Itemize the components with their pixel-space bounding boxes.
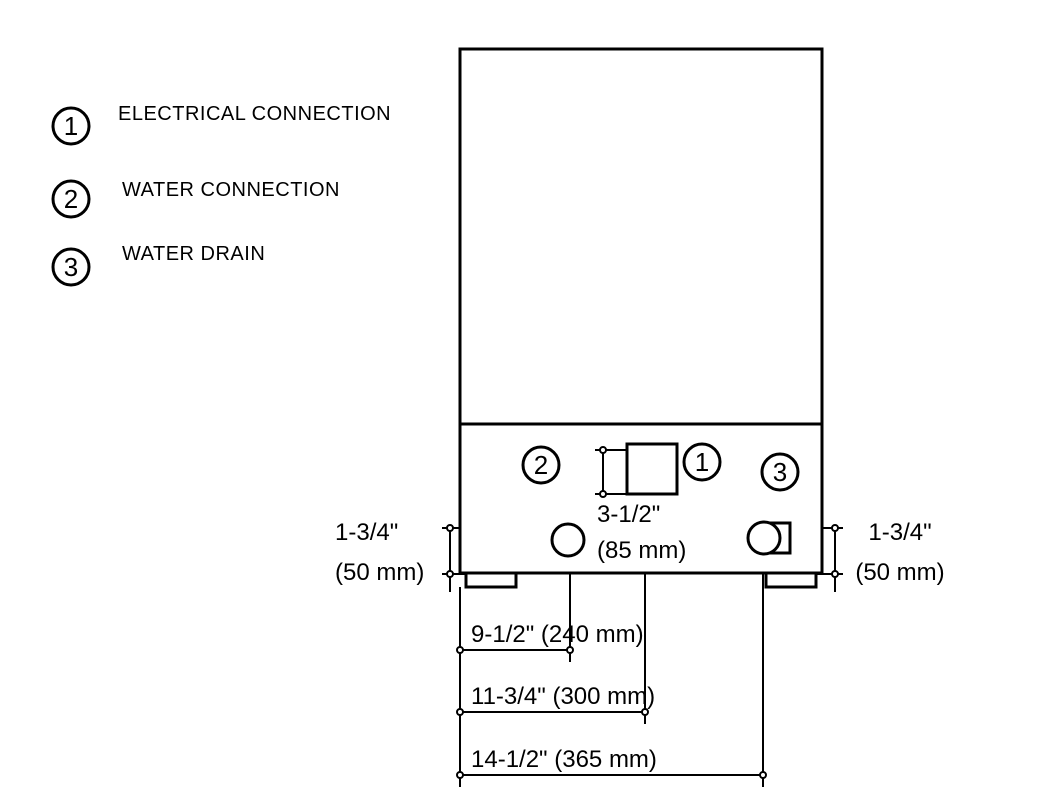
foot-1 — [466, 573, 516, 587]
water-connection-port — [552, 524, 584, 556]
dim-label: 1-3/4" — [335, 519, 398, 546]
dim-horizontal-stack: 9-1/2" (240 mm) 11-3/4" (300 mm) 14-1/2" (… — [457, 573, 766, 787]
svg-text:1: 1 — [695, 447, 709, 477]
technical-diagram: 1 ELECTRICAL CONNECTION 2 WATER CONNECTION 3… — [0, 0, 1060, 800]
svg-text:3: 3 — [773, 457, 787, 487]
electrical-box — [627, 444, 677, 494]
legend-number: 3 — [64, 252, 78, 282]
legend-item-2: 2 WATER CONNECTION — [53, 179, 340, 217]
legend-label: WATER DRAIN — [122, 243, 265, 265]
dim-label: 14-1/2" (365 mm) — [471, 746, 657, 773]
water-drain-port — [748, 522, 790, 554]
callout-1: 1 — [684, 444, 720, 480]
dim-row-1: 11-3/4" (300 mm) — [457, 573, 655, 724]
legend: 1 ELECTRICAL CONNECTION 2 WATER CONNECTION 3… — [53, 103, 391, 285]
legend-number: 1 — [64, 111, 78, 141]
legend-item-1: 1 ELECTRICAL CONNECTION — [53, 103, 391, 144]
dim-label-mm: (50 mm) — [855, 559, 944, 586]
legend-label: ELECTRICAL CONNECTION — [118, 103, 391, 125]
dim-label: 11-3/4" (300 mm) — [471, 683, 655, 710]
legend-item-3: 3 WATER DRAIN — [53, 243, 265, 285]
callout-2: 2 — [523, 447, 559, 483]
dim-label: 9-1/2" (240 mm) — [471, 621, 644, 648]
dim-row-2: 14-1/2" (365 mm) — [457, 573, 766, 787]
dim-label: 1-3/4" — [868, 519, 931, 546]
legend-label: WATER CONNECTION — [122, 179, 340, 201]
dim-label: 3-1/2" — [597, 501, 660, 528]
dim-right-foot: 1-3/4" (50 mm) — [816, 519, 945, 592]
dim-label-mm: (50 mm) — [335, 559, 424, 586]
legend-number: 2 — [64, 184, 78, 214]
callout-3: 3 — [762, 454, 798, 490]
dim-label-mm: (85 mm) — [597, 537, 686, 564]
dim-left-foot: 1-3/4" (50 mm) — [335, 519, 466, 592]
foot-2 — [766, 573, 816, 587]
svg-text:2: 2 — [534, 450, 548, 480]
